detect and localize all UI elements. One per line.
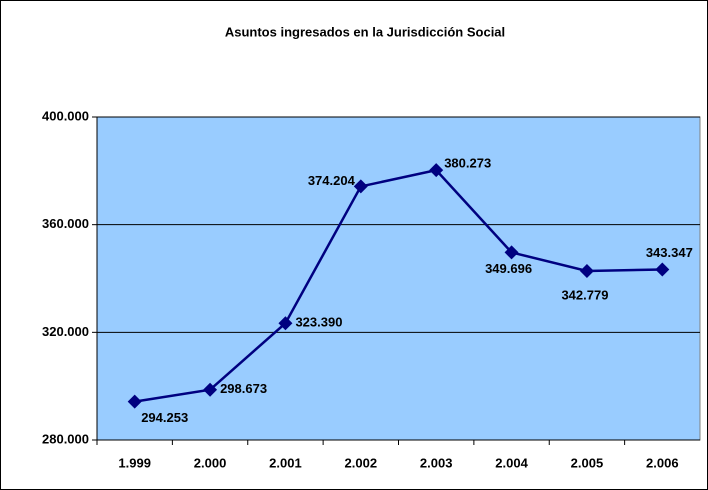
x-tick-label: 2.006 <box>646 455 679 470</box>
marker <box>203 382 218 397</box>
y-tick-label: 280.000 <box>42 431 89 446</box>
data-label: 374.204 <box>308 173 356 188</box>
data-label: 294.253 <box>141 410 188 425</box>
marker <box>429 163 444 178</box>
y-tick-label: 320.000 <box>42 324 89 339</box>
data-label: 323.390 <box>295 315 342 330</box>
marker <box>353 179 368 194</box>
y-tick-label: 360.000 <box>42 216 89 231</box>
data-label: 349.696 <box>485 261 532 276</box>
marker <box>278 316 293 331</box>
marker <box>127 394 142 409</box>
x-tick-label: 1.999 <box>118 455 151 470</box>
x-tick-label: 2.001 <box>269 455 302 470</box>
data-label: 298.673 <box>220 381 267 396</box>
line <box>134 168 663 403</box>
marker <box>579 264 594 279</box>
x-tick-label: 2.004 <box>495 455 528 470</box>
y-tick-label: 400.000 <box>42 108 89 123</box>
x-tick-label: 2.000 <box>194 455 227 470</box>
chart-title: Asuntos ingresados en la Jurisdicción So… <box>225 24 505 39</box>
marker <box>504 245 519 260</box>
plot-area <box>96 116 701 441</box>
x-tick-label: 2.002 <box>345 455 378 470</box>
data-label: 343.347 <box>646 245 693 260</box>
marker <box>655 262 670 277</box>
x-tick-label: 2.005 <box>571 455 604 470</box>
data-label: 342.779 <box>561 287 608 302</box>
data-label: 380.273 <box>444 156 491 171</box>
x-tick-label: 2.003 <box>420 455 453 470</box>
